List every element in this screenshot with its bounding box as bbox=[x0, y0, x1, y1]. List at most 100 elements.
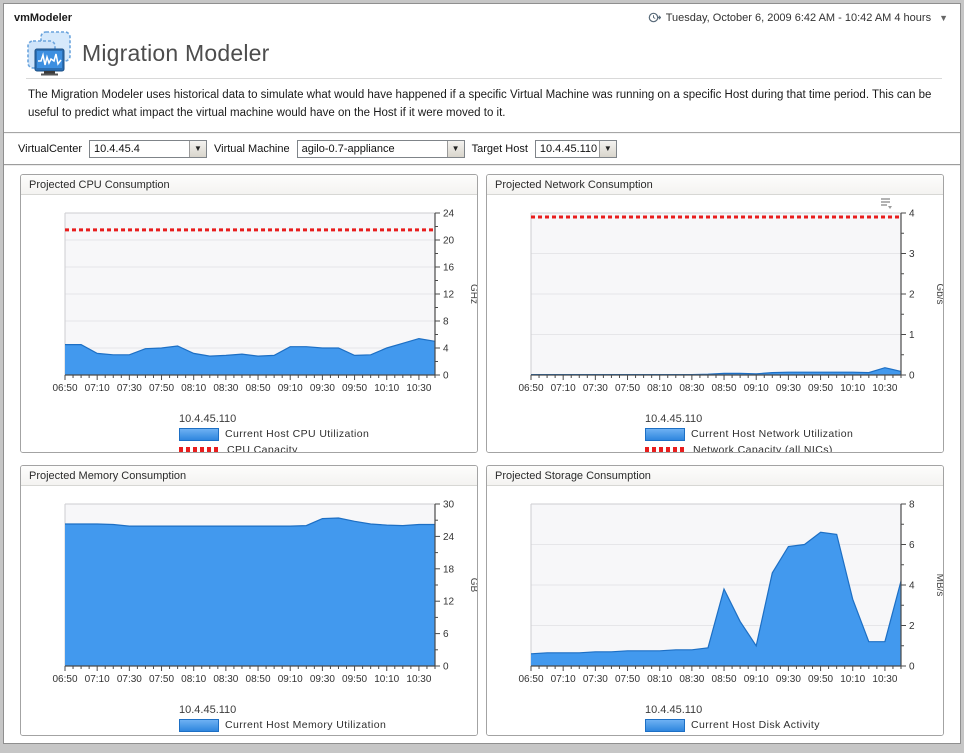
panel-body: 0 4 8 12 16 20 24 GHz 06:50 07:10 07:30 07:50 08:10 0… bbox=[21, 194, 477, 452]
memory-chart-canvas: 0 6 12 18 24 30 GB 06:50 07:10 07:30 07:50 08:10 08:… bbox=[21, 490, 477, 703]
svg-text:08:10: 08:10 bbox=[647, 674, 672, 685]
svg-text:GB: GB bbox=[468, 577, 478, 592]
target-host-value: 10.4.45.110 bbox=[539, 142, 598, 155]
svg-text:10:30: 10:30 bbox=[872, 674, 897, 685]
svg-text:07:10: 07:10 bbox=[551, 674, 576, 685]
legend-item: Current Host CPU Utilization bbox=[179, 427, 477, 441]
svg-text:GHz: GHz bbox=[468, 284, 478, 304]
svg-text:08:50: 08:50 bbox=[246, 383, 271, 394]
svg-text:08:30: 08:30 bbox=[213, 674, 238, 685]
svg-text:08:10: 08:10 bbox=[181, 674, 206, 685]
storage-consumption-panel: Projected Storage Consumption 0 2 4 6 8 MB/s 0… bbox=[486, 464, 944, 736]
svg-text:10:10: 10:10 bbox=[374, 674, 399, 685]
legend-item: CPU Capacity bbox=[179, 444, 477, 452]
virtualcenter-value: 10.4.45.4 bbox=[94, 142, 140, 155]
svg-text:Gb/s: Gb/s bbox=[934, 283, 944, 304]
svg-text:07:50: 07:50 bbox=[149, 674, 174, 685]
svg-text:4: 4 bbox=[443, 343, 449, 354]
target-host-select[interactable]: 10.4.45.110 ▼ bbox=[534, 139, 617, 158]
divider bbox=[4, 163, 960, 166]
divider bbox=[4, 131, 960, 134]
svg-text:2: 2 bbox=[909, 621, 915, 632]
svg-text:07:30: 07:30 bbox=[117, 383, 142, 394]
chart-options-icon[interactable] bbox=[879, 197, 893, 210]
target-host-label: Target Host bbox=[471, 142, 528, 155]
svg-text:09:30: 09:30 bbox=[310, 674, 335, 685]
svg-text:08:50: 08:50 bbox=[246, 674, 271, 685]
svg-text:10:30: 10:30 bbox=[406, 674, 431, 685]
svg-text:16: 16 bbox=[443, 262, 455, 273]
legend-host-label: 10.4.45.110 bbox=[179, 412, 237, 425]
svg-text:4: 4 bbox=[909, 208, 915, 219]
chart-grid: Projected CPU Consumption 0 4 8 12 16 20 24 GHz… bbox=[20, 173, 944, 736]
page: vmModeler Tuesday, October 6, 2009 6:42 … bbox=[3, 3, 961, 744]
svg-text:10:30: 10:30 bbox=[872, 383, 897, 394]
svg-text:6: 6 bbox=[909, 540, 915, 551]
svg-text:07:50: 07:50 bbox=[615, 383, 640, 394]
svg-text:08:50: 08:50 bbox=[712, 383, 737, 394]
svg-text:06:50: 06:50 bbox=[52, 674, 77, 685]
legend-item: Current Host Network Utilization bbox=[645, 427, 943, 441]
virtual-machine-label: Virtual Machine bbox=[214, 142, 290, 155]
storage-chart-canvas: 0 2 4 6 8 MB/s 06:50 07:10 07:30 07:50 08:10 08:30 0… bbox=[487, 490, 943, 703]
time-range-control[interactable]: Tuesday, October 6, 2009 6:42 AM - 10:42… bbox=[648, 11, 948, 24]
svg-text:07:50: 07:50 bbox=[149, 383, 174, 394]
series-swatch-icon bbox=[645, 427, 685, 441]
virtualcenter-label: VirtualCenter bbox=[18, 142, 82, 155]
page-title: Migration Modeler bbox=[82, 39, 270, 66]
dropdown-arrow-icon[interactable]: ▼ bbox=[189, 140, 206, 157]
legend-item: Current Host Disk Activity bbox=[645, 718, 943, 732]
filter-bar: VirtualCenter 10.4.45.4 ▼ Virtual Machin… bbox=[4, 134, 960, 164]
series-swatch-icon bbox=[179, 718, 219, 732]
memory-consumption-panel: Projected Memory Consumption 0 6 12 18 24 30 G… bbox=[20, 464, 478, 736]
svg-text:10:10: 10:10 bbox=[840, 383, 865, 394]
panel-title: Projected Memory Consumption bbox=[21, 465, 477, 486]
cpu-chart-canvas: 0 4 8 12 16 20 24 GHz 06:50 07:10 07:30 07:50 08:10 0… bbox=[21, 199, 477, 412]
capacity-swatch-icon bbox=[645, 447, 687, 452]
svg-text:12: 12 bbox=[443, 289, 455, 300]
legend-item: Network Capacity (all NICs) bbox=[645, 444, 943, 452]
legend-host-label: 10.4.45.110 bbox=[645, 703, 703, 716]
panel-title: Projected Storage Consumption bbox=[487, 465, 943, 486]
cpu-consumption-panel: Projected CPU Consumption 0 4 8 12 16 20 24 GHz… bbox=[20, 173, 478, 453]
svg-text:09:10: 09:10 bbox=[744, 674, 769, 685]
svg-text:8: 8 bbox=[909, 499, 915, 510]
panel-title: Projected Network Consumption bbox=[487, 174, 943, 195]
svg-text:1: 1 bbox=[909, 330, 915, 341]
svg-text:07:10: 07:10 bbox=[85, 383, 110, 394]
svg-text:07:50: 07:50 bbox=[615, 674, 640, 685]
dropdown-arrow-icon[interactable]: ▼ bbox=[598, 140, 616, 157]
panel-body: 0 1 2 3 4 Gb/s 06:50 07:10 07:30 07:50 08:10 08:30 0… bbox=[487, 194, 944, 452]
svg-text:30: 30 bbox=[443, 499, 455, 510]
svg-text:24: 24 bbox=[443, 208, 455, 219]
svg-text:3: 3 bbox=[909, 249, 915, 260]
app-title: vmModeler bbox=[14, 11, 73, 24]
svg-text:07:30: 07:30 bbox=[583, 674, 608, 685]
svg-text:0: 0 bbox=[443, 661, 449, 672]
virtualcenter-select[interactable]: 10.4.45.4 ▼ bbox=[89, 139, 207, 158]
svg-text:10:30: 10:30 bbox=[406, 383, 431, 394]
svg-text:09:50: 09:50 bbox=[808, 383, 833, 394]
svg-text:24: 24 bbox=[443, 532, 455, 543]
network-consumption-panel: Projected Network Consumption 0 1 2 3 4 Gb/s 0… bbox=[486, 173, 944, 453]
svg-text:10:10: 10:10 bbox=[840, 674, 865, 685]
svg-text:09:10: 09:10 bbox=[278, 383, 303, 394]
svg-text:09:10: 09:10 bbox=[278, 674, 303, 685]
top-bar: vmModeler Tuesday, October 6, 2009 6:42 … bbox=[4, 4, 960, 28]
svg-text:0: 0 bbox=[909, 370, 915, 381]
svg-text:09:10: 09:10 bbox=[744, 383, 769, 394]
svg-text:09:30: 09:30 bbox=[310, 383, 335, 394]
legend-host-label: 10.4.45.110 bbox=[645, 412, 703, 425]
migration-modeler-icon bbox=[27, 31, 71, 76]
dropdown-arrow-icon[interactable]: ▼ bbox=[446, 140, 464, 157]
svg-text:07:30: 07:30 bbox=[583, 383, 608, 394]
svg-text:07:10: 07:10 bbox=[85, 674, 110, 685]
svg-text:09:30: 09:30 bbox=[776, 674, 801, 685]
svg-text:10:10: 10:10 bbox=[374, 383, 399, 394]
svg-text:0: 0 bbox=[443, 370, 449, 381]
virtual-machine-select[interactable]: agilo-0.7-appliance ▼ bbox=[296, 139, 465, 158]
svg-text:8: 8 bbox=[443, 316, 449, 327]
svg-text:08:30: 08:30 bbox=[213, 383, 238, 394]
series-swatch-icon bbox=[645, 718, 685, 732]
network-chart-legend: 10.4.45.110 Current Host Network Utilizat… bbox=[645, 412, 943, 452]
